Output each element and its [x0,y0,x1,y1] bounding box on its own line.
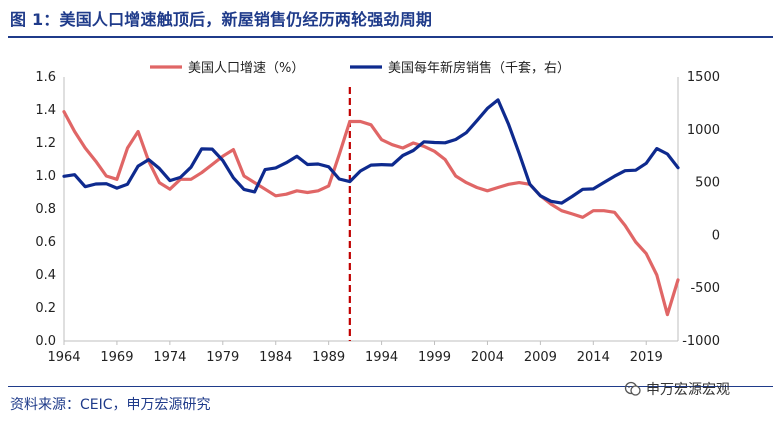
y-left-tick-label: 0.2 [35,301,56,316]
legend-label: 美国每年新房销售（千套，右） [388,60,570,76]
watermark-text: 申万宏源宏观 [646,382,730,398]
y-right-tick-label: 0 [712,228,720,243]
y-left-tick-label: 1.2 [35,136,56,151]
y-left-tick-label: 1.6 [35,70,56,85]
series-layer [62,98,680,317]
y-right-tick-label: -500 [690,281,720,296]
y-right-tick-label: 1000 [687,123,720,138]
figure-title: 图 1：美国人口增速触顶后，新屋销售仍经历两轮强劲周期 [10,10,433,29]
legend-label: 美国人口增速（%） [188,61,304,76]
footer-rule [8,386,773,387]
y-left-tick-label: 0.4 [35,268,56,283]
x-tick-label: 2014 [577,350,610,365]
legend: 美国人口增速（%） 美国每年新房销售（千套，右） [150,60,570,76]
wechat-icon [624,381,641,396]
title-underline [8,36,773,38]
x-tick-label: 1974 [153,350,186,365]
x-tick-label: 1999 [418,350,451,365]
series-line-population-growth [62,110,680,317]
y-left-tick-label: 0.6 [35,235,56,250]
x-tick-label: 2019 [630,350,663,365]
y-right-tick-label: 500 [695,176,720,191]
x-tick-label: 1969 [100,350,133,365]
y-left-tick-label: 1.0 [35,169,56,184]
x-tick-label: 1994 [365,350,398,365]
y-left-tick-label: 0.0 [35,334,56,349]
x-tick-label: 1979 [206,350,239,365]
series-line-new-home-sales [62,98,680,205]
x-tick-label: 1989 [312,350,345,365]
y-right-tick-label: 1500 [687,70,720,85]
y-right-tick-label: -1000 [682,334,720,349]
y-left-tick-label: 0.8 [35,202,56,217]
source-note: 资料来源：CEIC，申万宏源研究 [10,397,211,413]
x-tick-label: 1984 [259,350,292,365]
x-tick-label: 2009 [524,350,557,365]
x-tick-label: 1964 [47,350,80,365]
y-left-tick-label: 1.4 [35,103,56,118]
axes: 0.0 0.2 0.4 0.6 0.8 1.0 1.2 1.4 1.6 -1000 -500 0 500… [35,70,720,365]
x-tick-label: 2004 [471,350,504,365]
watermark: 申万宏源宏观 [624,379,730,399]
